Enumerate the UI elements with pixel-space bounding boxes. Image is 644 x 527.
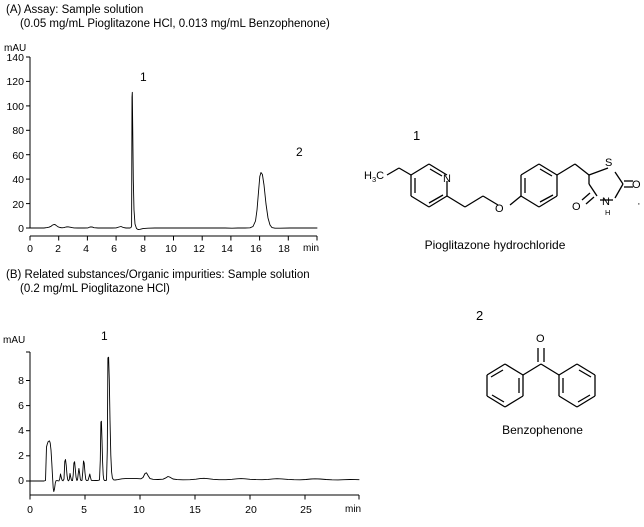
panel-a-xtick-14: 14 bbox=[221, 243, 233, 255]
structure-pioglitazone: 1 H3C N O bbox=[360, 128, 644, 258]
panel-a-xtick-6: 6 bbox=[111, 243, 117, 255]
panel-b-ytick-4: 4 bbox=[18, 425, 24, 437]
atom-label-ch3: H3C bbox=[364, 170, 384, 184]
panel-a-ytick-140: 140 bbox=[6, 52, 24, 64]
panel-a-xtick-18: 18 bbox=[278, 243, 290, 255]
panel-b-chromatogram: mAU 8 6 4 2 0 0 5 10 15 20 25 min 1 bbox=[0, 329, 400, 520]
structure-1-number: 1 bbox=[413, 128, 421, 143]
panel-a-xtick-12: 12 bbox=[193, 243, 205, 255]
atom-label-s: S bbox=[605, 157, 612, 169]
panel-b-plot bbox=[26, 351, 360, 500]
panel-a-ytick-0: 0 bbox=[18, 223, 24, 235]
panel-a-xtick-2: 2 bbox=[55, 243, 61, 255]
atom-label-n-ring: N bbox=[602, 196, 610, 208]
panel-a-xtick-16: 16 bbox=[250, 243, 262, 255]
atom-label-o-carbonyl-2: O bbox=[572, 201, 581, 213]
panel-b-caption-line1: (B) Related substances/Organic impuritie… bbox=[6, 269, 310, 281]
panel-b-ytick-8: 8 bbox=[18, 375, 24, 387]
panel-a-peak-label-1: 1 bbox=[140, 70, 147, 84]
panel-b-ytick-0: 0 bbox=[18, 475, 24, 487]
panel-a-caption-line1: (A) Assay: Sample solution bbox=[6, 4, 144, 16]
panel-a-xtick-10: 10 bbox=[165, 243, 177, 255]
panel-b-xtick-25: 25 bbox=[300, 504, 312, 516]
atom-label-n-pyridine: N bbox=[443, 173, 451, 185]
structure-1-name: Pioglitazone hydrochloride bbox=[424, 238, 566, 252]
panel-a-xtick-4: 4 bbox=[83, 243, 89, 255]
panel-a-plot bbox=[26, 56, 318, 241]
structure-2-number: 2 bbox=[476, 308, 484, 323]
panel-b-x-axis-unit: min bbox=[345, 504, 362, 515]
panel-a-chromatogram: mAU 140 120 100 80 60 40 20 0 0 2 4 6 8 … bbox=[0, 40, 380, 255]
panel-b-xtick-0: 0 bbox=[27, 504, 33, 516]
structure-2-diagram: O bbox=[486, 333, 596, 408]
panel-b-ytick-2: 2 bbox=[18, 450, 24, 462]
structure-1-diagram: H3C N O S bbox=[364, 157, 644, 217]
atom-label-h-ring: H bbox=[605, 208, 610, 217]
panel-a-peak-label-2: 2 bbox=[296, 145, 303, 159]
panel-a-caption: (A) Assay: Sample solution (0.05 mg/mL P… bbox=[6, 3, 330, 31]
atom-label-hcl: · HCl bbox=[637, 198, 644, 210]
panel-b-caption: (B) Related substances/Organic impuritie… bbox=[6, 268, 310, 296]
panel-b-ytick-6: 6 bbox=[18, 400, 24, 412]
panel-b-xtick-20: 20 bbox=[245, 504, 257, 516]
panel-b-caption-line2: (0.2 mg/mL Pioglitazone HCl) bbox=[20, 283, 170, 295]
panel-a-ytick-80: 80 bbox=[12, 125, 24, 137]
structure-benzophenone: 2 O Benzophenone bbox=[460, 308, 640, 438]
panel-a-y-axis-unit: mAU bbox=[4, 43, 27, 54]
panel-b-xtick-10: 10 bbox=[133, 504, 145, 516]
panel-a-trace bbox=[29, 91, 318, 230]
panel-a-ytick-100: 100 bbox=[6, 101, 24, 113]
panel-a-caption-line2: (0.05 mg/mL Pioglitazone HCl, 0.013 mg/m… bbox=[20, 18, 330, 30]
panel-a-ytick-120: 120 bbox=[6, 76, 24, 88]
atom-label-o-ether: O bbox=[495, 203, 504, 215]
panel-b-xtick-15: 15 bbox=[189, 504, 201, 516]
panel-b-y-axis-unit: mAU bbox=[3, 335, 26, 346]
atom-label-o-carbonyl-1: O bbox=[632, 179, 641, 191]
panel-b-peak-label-1: 1 bbox=[101, 329, 108, 343]
panel-a-ytick-60: 60 bbox=[12, 150, 24, 162]
panel-a-ytick-20: 20 bbox=[12, 199, 24, 211]
panel-a-xtick-8: 8 bbox=[140, 243, 146, 255]
panel-a-xtick-0: 0 bbox=[27, 243, 33, 255]
panel-a-ytick-40: 40 bbox=[12, 174, 24, 186]
panel-a-x-axis-unit: min bbox=[303, 243, 320, 254]
panel-b-xtick-5: 5 bbox=[81, 504, 87, 516]
panel-b-trace bbox=[29, 356, 360, 492]
structure-2-name: Benzophenone bbox=[502, 423, 583, 437]
atom-label-o-ketone: O bbox=[536, 333, 545, 345]
